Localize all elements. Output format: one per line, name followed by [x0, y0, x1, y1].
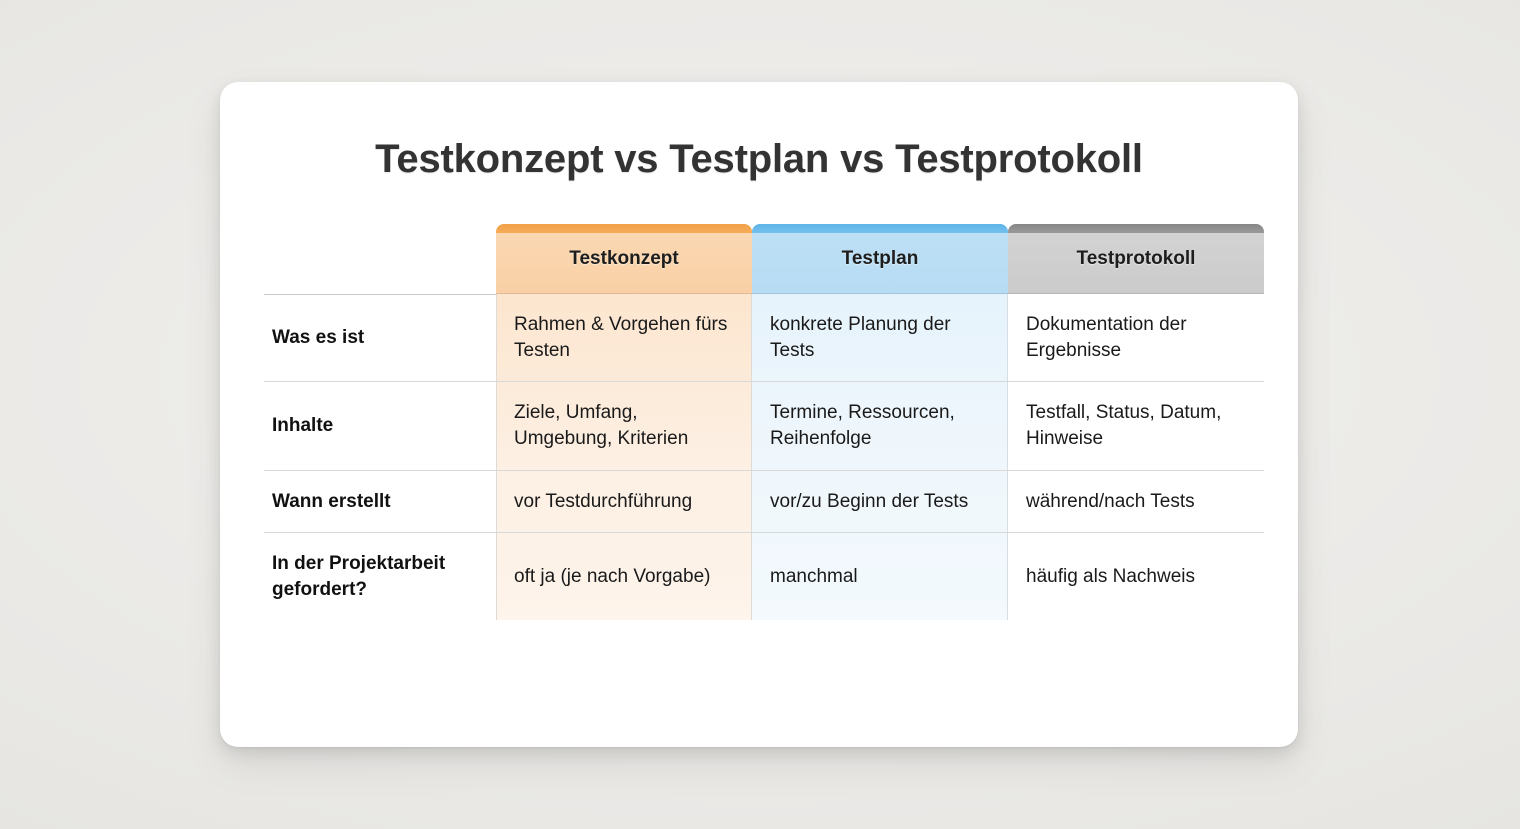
- comparison-table-container: Testkonzept Testplan Testprotokoll: [264, 224, 1264, 621]
- cell-testkonzept: Ziele, Umfang, Umgebung, Kriterien: [496, 381, 752, 471]
- header-tab-testprotokoll[interactable]: Testprotokoll: [1008, 224, 1264, 294]
- cell-testprotokoll: Testfall, Status, Datum, Hinweise: [1008, 381, 1264, 471]
- column-header-testkonzept[interactable]: Testkonzept: [496, 224, 752, 294]
- cell-testkonzept: Rahmen & Vorgehen fürs Testen: [496, 294, 752, 383]
- cell-testplan: Termine, Ressourcen, Reihenfolge: [752, 381, 1008, 471]
- page-title: Testkonzept vs Testplan vs Testprotokoll: [375, 137, 1143, 181]
- header-tab-label: Testprotokoll: [1076, 248, 1196, 269]
- cell-testplan: konkrete Planung der Tests: [752, 294, 1008, 383]
- column-header-testprotokoll[interactable]: Testprotokoll: [1008, 224, 1264, 294]
- table-body: Was es ist Rahmen & Vorgehen fürs Testen…: [264, 294, 1264, 620]
- table-row: Inhalte Ziele, Umfang, Umgebung, Kriteri…: [264, 381, 1264, 471]
- row-label: Was es ist: [264, 294, 496, 383]
- row-label: Wann erstellt: [264, 470, 496, 534]
- comparison-card: Testkonzept vs Testplan vs Testprotokoll…: [220, 82, 1298, 747]
- table-row: Was es ist Rahmen & Vorgehen fürs Testen…: [264, 294, 1264, 383]
- cell-testprotokoll: häufig als Nachweis: [1026, 566, 1195, 588]
- comparison-table: Testkonzept Testplan Testprotokoll: [264, 224, 1264, 620]
- cell-testprotokoll: während/nach Tests: [1008, 470, 1264, 534]
- column-header-label: [264, 224, 496, 295]
- table-row: Wann erstellt vor Testdurchführung vor/z…: [264, 470, 1264, 534]
- cell-testplan: vor/zu Beginn der Tests: [752, 470, 1008, 534]
- column-header-testplan[interactable]: Testplan: [752, 224, 1008, 294]
- cell-testkonzept: vor Testdurchführung: [496, 470, 752, 534]
- table-header: Testkonzept Testplan Testprotokoll: [264, 224, 1264, 295]
- table-row: In der Projektarbeit gefordert? oft ja (…: [264, 533, 1264, 621]
- cell-testplan: manchmal: [770, 566, 858, 588]
- row-label: Inhalte: [264, 381, 496, 471]
- row-label: In der Projektarbeit gefordert?: [272, 553, 446, 600]
- header-tab-label: Testkonzept: [569, 248, 679, 269]
- cell-testprotokoll: Dokumentation der Ergebnisse: [1008, 294, 1264, 383]
- header-tab-testkonzept[interactable]: Testkonzept: [496, 224, 752, 294]
- header-tab-testplan[interactable]: Testplan: [752, 224, 1008, 294]
- header-tab-label: Testplan: [841, 248, 919, 269]
- cell-testkonzept: oft ja (je nach Vorgabe): [514, 566, 711, 588]
- table-header-row: Testkonzept Testplan Testprotokoll: [264, 224, 1264, 295]
